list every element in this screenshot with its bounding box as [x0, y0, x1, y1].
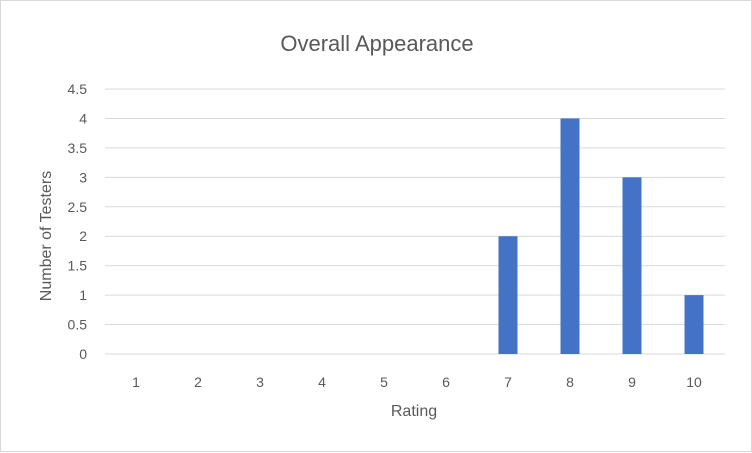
- x-axis-ticks: 1 2 3 4 5 6 7 8 9 10: [132, 374, 702, 390]
- y-axis-ticks: 0 0.5 1 1.5 2 2.5 3 3.5 4 4.5: [68, 81, 88, 362]
- x-tick-label: 3: [256, 374, 264, 390]
- y-axis-label: Number of Testers: [38, 171, 55, 301]
- x-tick-label: 1: [132, 374, 140, 390]
- x-tick-label: 7: [504, 374, 512, 390]
- y-tick-label: 2: [79, 228, 87, 244]
- chart-title: Overall Appearance: [280, 31, 473, 56]
- y-tick-label: 0.5: [68, 317, 88, 333]
- y-tick-label: 4: [79, 110, 87, 126]
- y-tick-label: 3.5: [68, 140, 88, 156]
- x-tick-label: 5: [380, 374, 388, 390]
- bar-rating-9: [622, 177, 642, 354]
- x-tick-label: 6: [442, 374, 450, 390]
- x-tick-label: 9: [628, 374, 636, 390]
- y-tick-label: 3: [79, 169, 87, 185]
- y-tick-label: 1.5: [68, 258, 88, 274]
- bars: [498, 118, 704, 354]
- bar-rating-8: [560, 118, 580, 354]
- bar-rating-10: [684, 295, 704, 354]
- bar-rating-7: [498, 236, 518, 354]
- x-tick-label: 10: [686, 374, 702, 390]
- x-tick-label: 2: [194, 374, 202, 390]
- gridlines: [105, 88, 725, 355]
- x-axis-label: Rating: [391, 403, 437, 420]
- y-tick-label: 1: [79, 287, 87, 303]
- y-tick-label: 0: [79, 346, 87, 362]
- x-tick-label: 4: [318, 374, 326, 390]
- y-tick-label: 2.5: [68, 199, 88, 215]
- y-tick-label: 4.5: [68, 81, 88, 97]
- x-tick-label: 8: [566, 374, 574, 390]
